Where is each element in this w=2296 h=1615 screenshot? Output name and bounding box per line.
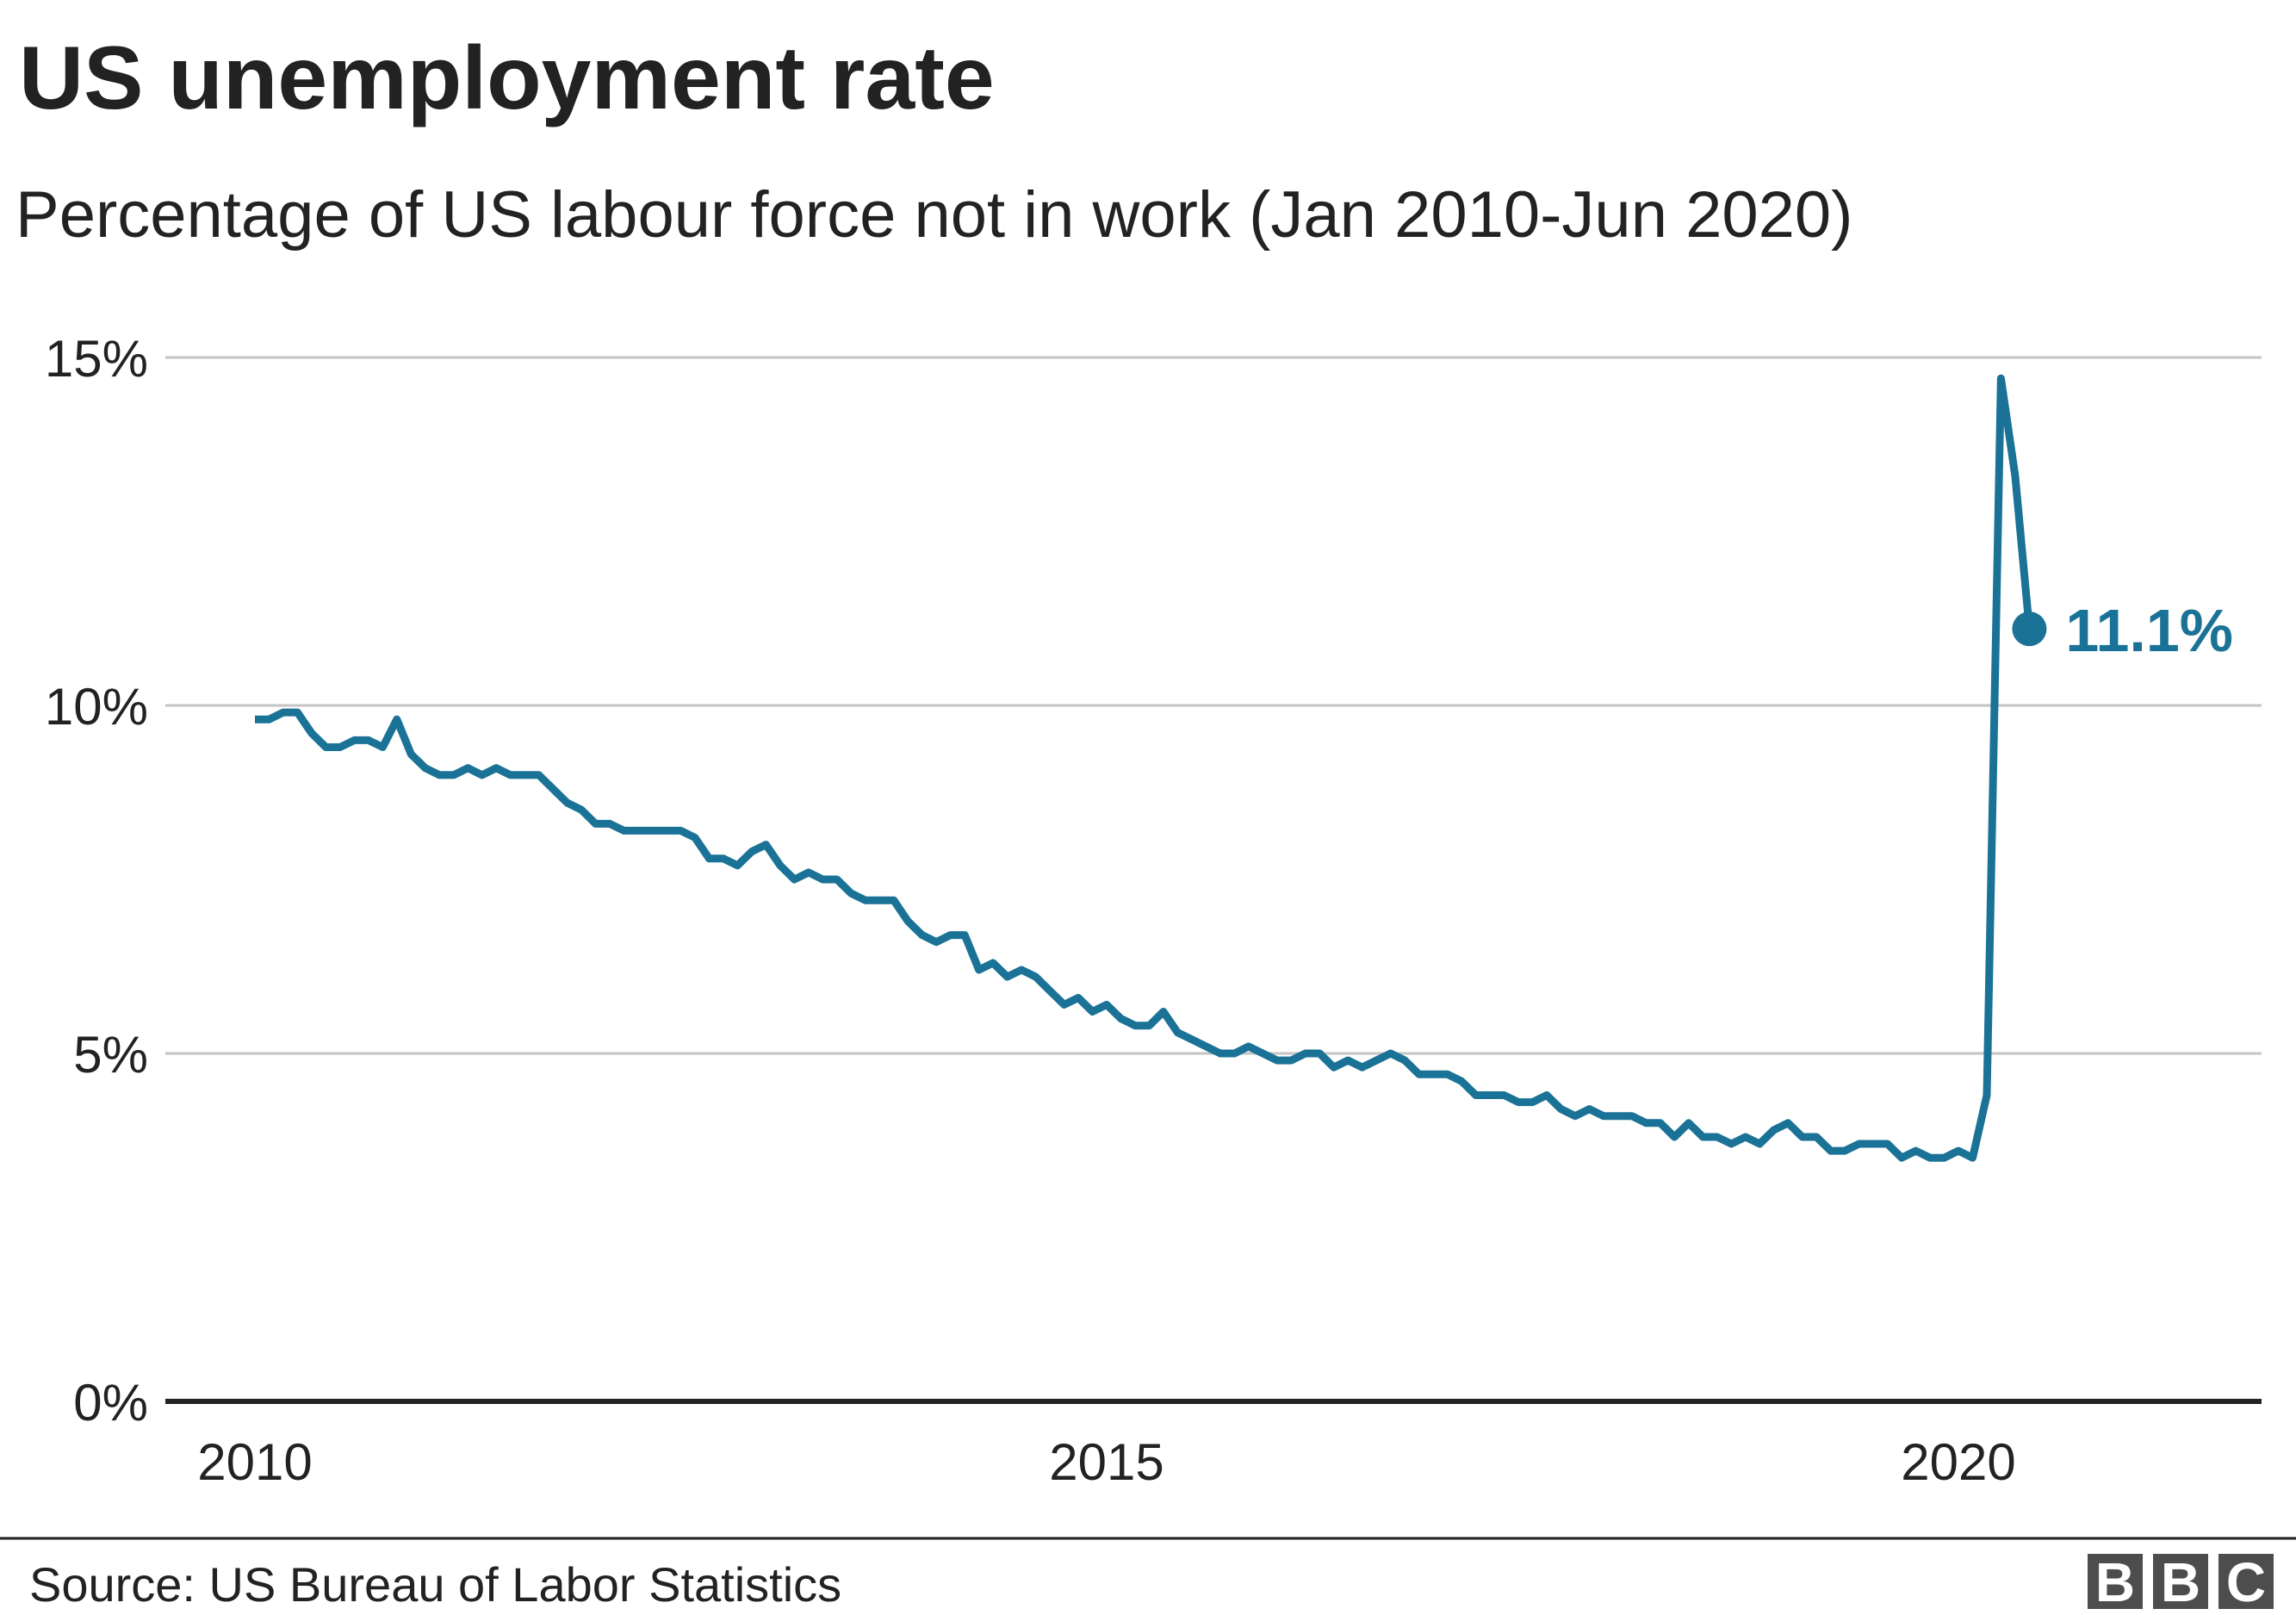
bbc-logo-letter: B — [2095, 1551, 2135, 1613]
end-point-marker — [2012, 612, 2047, 647]
bbc-logo-block — [2088, 1554, 2143, 1609]
y-tick-label: 10% — [45, 678, 148, 736]
y-axis-ticks: 0% 5% 10% 15% — [45, 330, 148, 1432]
y-tick-label: 15% — [45, 330, 148, 388]
bbc-logo-letter: B — [2161, 1551, 2200, 1613]
y-tick-label: 5% — [73, 1026, 148, 1084]
x-tick-label: 2020 — [1901, 1433, 2015, 1491]
unemployment-rate-line — [255, 374, 2033, 1162]
chart-title: US unemployment rate — [19, 28, 995, 128]
end-value-label: 11.1% — [2065, 597, 2233, 664]
source-note: Source: US Bureau of Labor Statistics — [29, 1557, 841, 1612]
bbc-logo-block — [2153, 1554, 2208, 1609]
bbc-logo-letter: C — [2226, 1551, 2266, 1613]
x-axis-ticks: 2010 2015 2020 — [197, 1433, 2015, 1491]
bbc-logo: B B C — [2088, 1551, 2274, 1613]
gridlines — [165, 356, 2262, 1055]
x-tick-label: 2015 — [1049, 1433, 1164, 1491]
y-tick-label: 0% — [73, 1374, 148, 1432]
bbc-logo-block — [2218, 1554, 2274, 1609]
chart-subtitle: Percentage of US labour force not in wor… — [16, 178, 1852, 252]
x-tick-label: 2010 — [197, 1433, 312, 1491]
